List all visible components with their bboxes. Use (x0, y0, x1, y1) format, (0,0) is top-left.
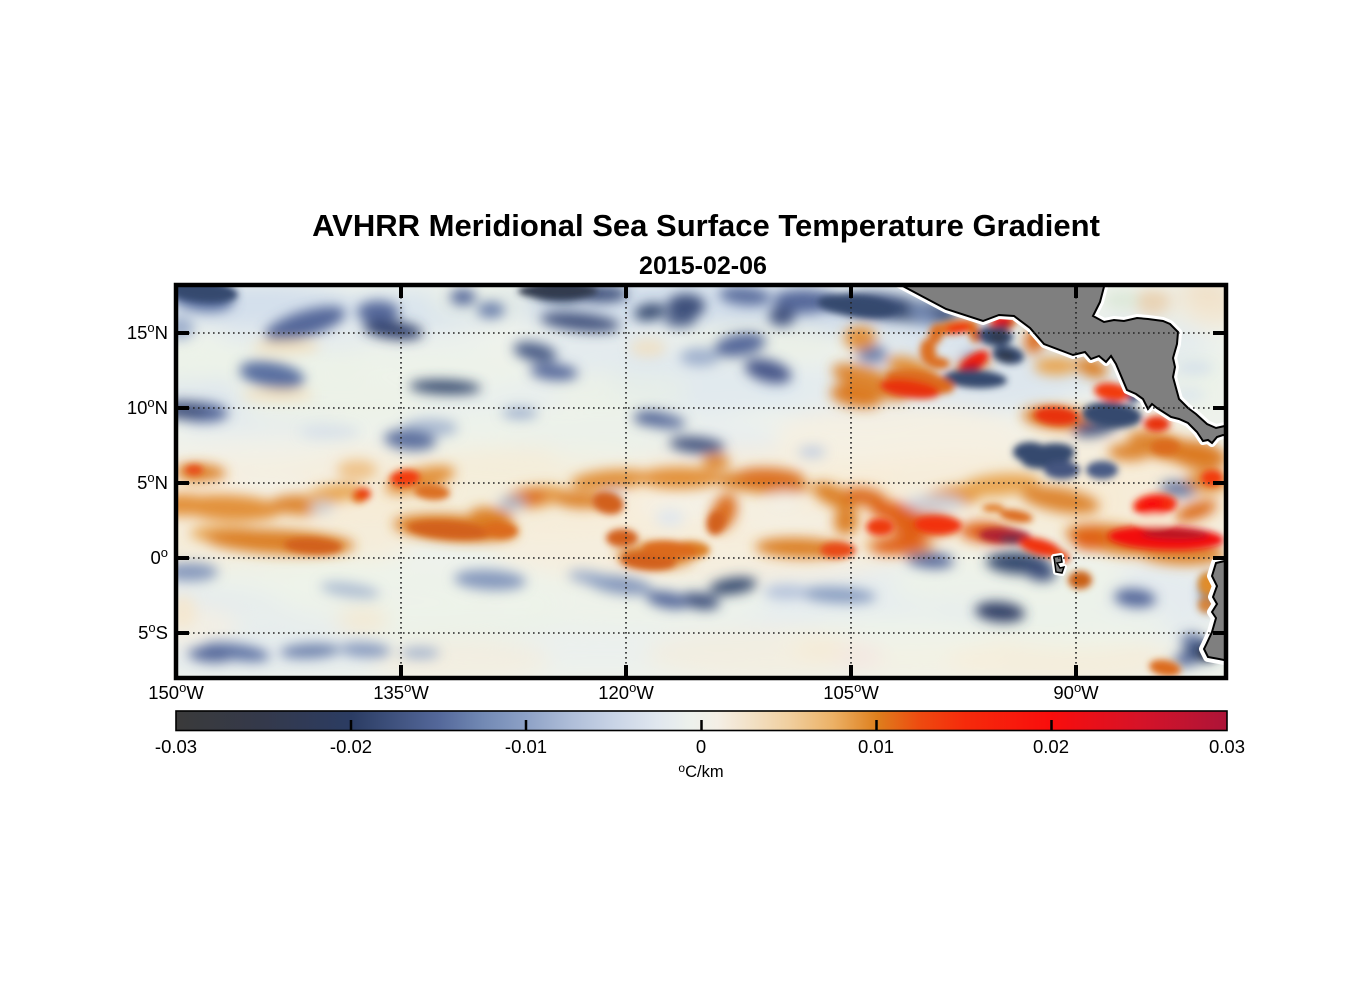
svg-text:-0.01: -0.01 (505, 736, 547, 757)
svg-text:0o: 0o (150, 545, 168, 568)
svg-text:-0.03: -0.03 (155, 736, 197, 757)
svg-text:120oW: 120oW (598, 680, 654, 703)
svg-text:5oN: 5oN (137, 470, 168, 493)
svg-text:0.03: 0.03 (1209, 736, 1245, 757)
svg-text:-0.02: -0.02 (330, 736, 372, 757)
svg-text:10oN: 10oN (127, 395, 168, 418)
svg-text:135oW: 135oW (373, 680, 429, 703)
svg-text:15oN: 15oN (127, 320, 168, 343)
svg-text:0.02: 0.02 (1033, 736, 1069, 757)
svg-text:0: 0 (696, 736, 706, 757)
svg-text:105oW: 105oW (823, 680, 879, 703)
svg-text:oC/km: oC/km (678, 761, 723, 781)
svg-text:90oW: 90oW (1053, 680, 1099, 703)
svg-text:5oS: 5oS (138, 620, 168, 643)
svg-text:150oW: 150oW (148, 680, 204, 703)
svg-text:AVHRR Meridional Sea Surface T: AVHRR Meridional Sea Surface Temperature… (312, 208, 1100, 243)
svg-text:2015-02-06: 2015-02-06 (639, 252, 767, 280)
svg-text:0.01: 0.01 (858, 736, 894, 757)
